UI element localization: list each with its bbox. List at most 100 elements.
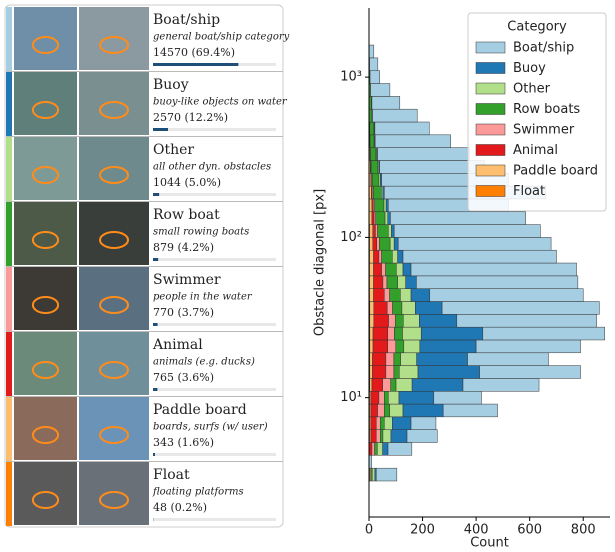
hist-bar	[403, 314, 419, 327]
hist-bar	[401, 353, 417, 366]
hist-bar	[395, 314, 403, 327]
hist-bar	[403, 263, 411, 276]
example-photo	[14, 332, 77, 395]
hist-bar	[386, 366, 394, 379]
example-photo	[14, 397, 77, 460]
hist-bar	[398, 250, 403, 263]
hist-bar	[387, 276, 398, 289]
category-description: boards, surfs (w/ user)	[153, 422, 268, 433]
example-photo	[14, 7, 77, 70]
hist-bar	[371, 430, 376, 443]
hist-bar	[370, 122, 374, 135]
hist-bar	[388, 225, 391, 238]
category-strip	[6, 267, 12, 331]
category-description: small rowing boats	[153, 227, 249, 238]
example-photo	[79, 7, 149, 70]
hist-bar	[393, 301, 402, 314]
hist-bar	[370, 58, 378, 71]
hist-bar	[372, 212, 374, 225]
category-count: 48 (0.2%)	[153, 501, 207, 514]
hist-bar	[378, 225, 389, 238]
hist-bar	[406, 276, 417, 289]
hist-bar	[388, 327, 395, 340]
share-track	[153, 193, 276, 196]
hist-bar	[372, 468, 375, 481]
hist-bar	[386, 199, 388, 212]
hist-bar	[374, 314, 389, 327]
category-count: 770 (3.7%)	[153, 306, 214, 319]
hist-bar	[379, 250, 382, 263]
category-name: Paddle board	[153, 402, 247, 418]
hist-bar	[371, 148, 376, 161]
y-axis-label: Obstacle diagonal [px]	[313, 189, 328, 336]
hist-bar	[398, 237, 551, 250]
hist-bar	[370, 353, 373, 366]
hist-bar	[396, 378, 412, 391]
hist-bar	[370, 250, 374, 263]
hist-bar	[411, 417, 436, 430]
hist-bar	[379, 391, 384, 404]
hist-bar	[374, 263, 382, 276]
hist-bar	[370, 71, 380, 84]
share-bar	[153, 63, 238, 66]
hist-bar	[390, 212, 525, 225]
category-name: Buoy	[153, 77, 189, 93]
hist-bar	[375, 199, 384, 212]
category-count: 2570 (12.2%)	[153, 111, 228, 124]
hist-bar	[369, 96, 371, 109]
hist-bar	[371, 84, 390, 97]
hist-bar	[394, 327, 402, 340]
x-tick-label: 600	[517, 523, 542, 538]
hist-bar	[382, 263, 386, 276]
hist-bar	[374, 250, 379, 263]
hist-bar	[388, 212, 391, 225]
hist-bar	[384, 404, 389, 417]
legend-label: Animal	[513, 143, 558, 158]
hist-bar	[370, 314, 374, 327]
x-tick-label: 200	[410, 523, 435, 538]
share-track	[153, 323, 276, 326]
hist-bar	[370, 263, 374, 276]
hist-bar	[370, 301, 374, 314]
hist-bar	[369, 442, 372, 455]
hist-bar	[398, 276, 406, 289]
hist-bar	[371, 417, 376, 430]
hist-bar	[476, 340, 580, 353]
hist-bar	[388, 391, 399, 404]
share-track	[153, 388, 276, 391]
share-bar	[153, 258, 158, 261]
example-photo	[14, 137, 77, 200]
hist-bar	[416, 276, 577, 289]
y-tick-label: 10¹	[340, 390, 362, 405]
y-tick-label: 10³	[340, 70, 362, 85]
hist-bar	[394, 237, 398, 250]
hist-bar	[390, 404, 403, 417]
hist-bar	[372, 442, 375, 455]
figure: Boat/shipgeneral boat/ship category14570…	[0, 0, 615, 552]
hist-bar	[407, 430, 437, 443]
hist-bar	[372, 173, 379, 186]
legend-label: Paddle board	[513, 164, 598, 179]
hist-bar	[384, 199, 386, 212]
example-photo	[79, 462, 149, 525]
hist-bar	[374, 301, 387, 314]
hist-bar	[385, 212, 388, 225]
hist-bar	[369, 199, 372, 212]
hist-bar	[378, 148, 470, 161]
hist-bar	[370, 340, 373, 353]
hist-bar	[483, 327, 605, 340]
hist-bar	[386, 263, 397, 276]
example-photo	[14, 72, 77, 135]
category-count: 1044 (5.0%)	[153, 176, 221, 189]
hist-bar	[370, 289, 374, 302]
legend-swatch	[476, 186, 505, 197]
share-track	[153, 518, 276, 521]
hist-bar	[370, 378, 372, 391]
hist-bar	[384, 391, 388, 404]
hist-bar	[384, 289, 389, 302]
category-name: Float	[153, 467, 190, 483]
hist-bar	[404, 340, 420, 353]
hist-bar	[372, 378, 383, 391]
hist-bar	[372, 353, 385, 366]
hist-bar	[375, 442, 378, 455]
